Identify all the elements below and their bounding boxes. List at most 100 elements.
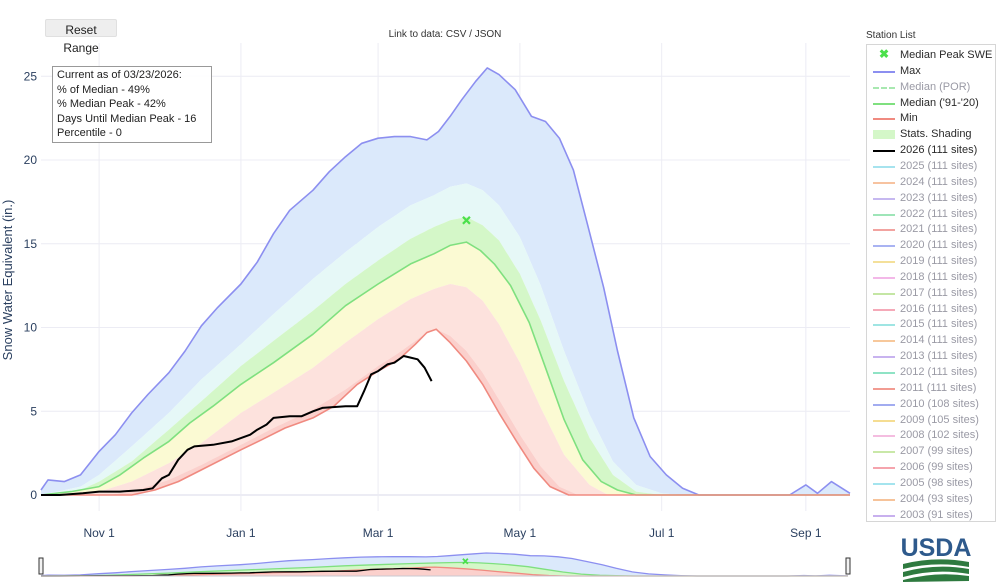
legend-item[interactable]: 2019 (111 sites): [867, 254, 997, 269]
legend-label: 2014 (111 sites): [900, 334, 978, 347]
y-tick-label: 10: [24, 321, 38, 335]
legend-item[interactable]: 2003 (91 sites): [867, 508, 997, 523]
legend-item[interactable]: 2021 (111 sites): [867, 222, 997, 237]
legend-item[interactable]: 2022 (111 sites): [867, 207, 997, 222]
navigator-line: [40, 552, 849, 577]
legend-line-swatch: [873, 276, 895, 279]
legend-label: 2011 (111 sites): [900, 381, 977, 394]
x-tick-label: Nov 1: [83, 526, 115, 540]
navigator-peak-mark: [462, 558, 469, 565]
legend-item[interactable]: Stats. Shading: [867, 127, 997, 142]
legend-label: 2005 (98 sites): [900, 476, 973, 489]
legend: ✖ Median Peak SWE Max Median (POR) Median ('…: [866, 44, 996, 522]
legend-item[interactable]: 2024 (111 sites): [867, 175, 997, 190]
legend-item[interactable]: 2010 (108 sites): [867, 397, 997, 412]
navigator-handle-left[interactable]: [38, 557, 44, 575]
legend-line-swatch: [873, 165, 895, 168]
legend-item[interactable]: ✖ Median Peak SWE: [867, 47, 997, 63]
shading-band: [41, 183, 850, 495]
legend-label: 2017 (111 sites): [900, 286, 978, 299]
x-tick-label: Sep 1: [790, 526, 822, 540]
axes: 0 5 10 15 20 25 Nov 1 Jan 1 Mar 1 May 1 Jul 1 Sep 1: [24, 69, 822, 540]
legend-line-swatch: [873, 372, 895, 374]
legend-label: 2018 (111 sites): [900, 270, 978, 283]
x-tick-label: May 1: [504, 526, 537, 540]
legend-item[interactable]: 2009 (105 sites): [867, 413, 997, 428]
legend-item[interactable]: 2005 (98 sites): [867, 476, 997, 491]
navigator-line: [40, 561, 848, 577]
legend-label: 2009 (105 sites): [900, 413, 979, 426]
legend-line-swatch: [873, 197, 895, 200]
legend-item[interactable]: Max: [867, 64, 997, 79]
legend-label: Max: [900, 64, 921, 77]
legend-label: 2008 (102 sites): [900, 429, 979, 442]
legend-line-swatch: [873, 261, 895, 264]
legend-item[interactable]: 2026 (111 sites): [867, 143, 997, 158]
legend-line-swatch: [873, 150, 895, 153]
legend-item[interactable]: Min: [867, 111, 997, 126]
y-tick-label: 25: [24, 69, 38, 83]
legend-line-swatch: [873, 356, 895, 359]
legend-line-swatch: [873, 118, 895, 121]
legend-line-swatch: [873, 435, 895, 438]
legend-item[interactable]: 2014 (111 sites): [867, 333, 997, 348]
reset-range-button[interactable]: Reset Range: [45, 19, 117, 55]
info-percentile: Percentile - 0: [57, 127, 122, 139]
series-lines: [40, 67, 851, 496]
legend-line-swatch: [873, 419, 895, 422]
legend-item[interactable]: Median (POR): [867, 80, 997, 95]
legend-label: 2012 (111 sites): [900, 366, 978, 378]
legend-item[interactable]: 2013 (111 sites): [867, 349, 997, 364]
median-peak-mark: [462, 216, 471, 225]
legend-line-swatch: [873, 482, 895, 485]
legend-label: 2006 (99 sites): [900, 461, 973, 474]
legend-line-swatch: [873, 324, 895, 327]
legend-item[interactable]: 2007 (99 sites): [867, 444, 997, 459]
legend-item[interactable]: 2015 (111 sites): [867, 317, 997, 332]
legend-item[interactable]: Median ('91-'20): [867, 96, 997, 111]
legend-label: 2016 (111 sites): [900, 302, 978, 315]
legend-item[interactable]: 2004 (93 sites): [867, 492, 997, 507]
legend-label: 2021 (111 sites): [900, 223, 978, 236]
legend-label: Median (POR): [900, 80, 971, 93]
legend-line-swatch: [873, 451, 895, 454]
range-navigator: [38, 548, 851, 577]
legend-item[interactable]: 2017 (111 sites): [867, 286, 997, 301]
info-pct-median: % of Median - 49%: [57, 83, 150, 96]
legend-item[interactable]: 2006 (99 sites): [867, 460, 997, 475]
y-tick-label: 20: [24, 153, 38, 167]
legend-item[interactable]: 2025 (111 sites): [867, 159, 997, 174]
legend-label: 2026 (111 sites): [900, 144, 978, 157]
legend-item[interactable]: 2011 (111 sites): [867, 381, 997, 396]
legend-label: 2003 (91 sites): [900, 508, 973, 521]
legend-item[interactable]: 2018 (111 sites): [867, 270, 997, 285]
legend-item[interactable]: 2012 (111 sites): [867, 365, 997, 380]
legend-item[interactable]: 2008 (102 sites): [867, 428, 997, 443]
legend-label: Median Peak SWE: [900, 49, 993, 61]
shading-band: [41, 284, 850, 495]
legend-line-swatch: [873, 340, 895, 343]
legend-shade-swatch: [873, 130, 895, 140]
info-days-until-peak: Days Until Median Peak - 16: [57, 112, 197, 125]
legend-label: Stats. Shading: [900, 128, 972, 141]
stats-shading: [41, 67, 850, 496]
legend-line-swatch: [873, 467, 895, 470]
legend-label: 2019 (111 sites): [900, 255, 978, 268]
legend-line-swatch: [873, 292, 895, 295]
legend-label: Min: [900, 112, 918, 125]
legend-item[interactable]: 2016 (111 sites): [867, 302, 997, 317]
legend-line-swatch: [873, 213, 895, 216]
x-tick-label: Mar 1: [363, 526, 394, 540]
legend-item[interactable]: 2020 (111 sites): [867, 238, 997, 253]
shading-band: [41, 242, 850, 495]
navigator-handle-right[interactable]: [845, 557, 851, 575]
y-tick-label: 5: [30, 404, 37, 418]
data-link[interactable]: Link to data: CSV / JSON: [388, 29, 502, 40]
series-line: [41, 355, 433, 496]
current-stats-box: Current as of 03/23/2026: % of Median - …: [52, 66, 212, 143]
usda-logo: USDA: [901, 534, 971, 582]
legend-label: 2007 (99 sites): [900, 445, 973, 458]
legend-label: 2024 (111 sites): [900, 175, 978, 188]
legend-item[interactable]: 2023 (111 sites): [867, 191, 997, 206]
